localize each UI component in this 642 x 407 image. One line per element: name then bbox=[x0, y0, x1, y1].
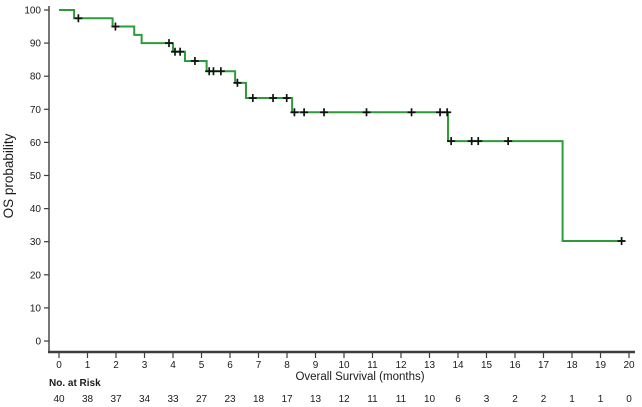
y-tick-label: 40 bbox=[30, 204, 42, 215]
y-tick-label: 70 bbox=[30, 105, 42, 116]
x-tick-label: 16 bbox=[509, 360, 521, 371]
censor-mark bbox=[320, 108, 329, 117]
censor-mark bbox=[290, 108, 299, 117]
y-tick-label: 30 bbox=[30, 237, 42, 248]
x-tick-label: 7 bbox=[256, 360, 262, 371]
y-tick-label: 90 bbox=[30, 39, 42, 50]
x-tick-label: 11 bbox=[367, 360, 378, 371]
x-axis-title: Overall Survival (months) bbox=[295, 371, 424, 383]
axes bbox=[48, 6, 635, 354]
censor-mark bbox=[443, 108, 452, 117]
censor-mark bbox=[111, 22, 120, 31]
risk-count: 38 bbox=[82, 394, 94, 405]
censor-mark bbox=[362, 108, 371, 117]
x-tick-label: 20 bbox=[623, 360, 635, 371]
censor-mark bbox=[209, 67, 218, 76]
x-tick-label: 19 bbox=[595, 360, 607, 371]
y-tick-label: 80 bbox=[30, 72, 42, 83]
x-tick-label: 18 bbox=[566, 360, 578, 371]
x-tick-label: 13 bbox=[424, 360, 436, 371]
censor-mark bbox=[74, 14, 83, 23]
x-tick-label: 17 bbox=[538, 360, 550, 371]
censor-mark bbox=[474, 137, 483, 146]
censor-marks-layer bbox=[74, 14, 626, 246]
x-tick-label: 15 bbox=[481, 360, 493, 371]
risk-count: 2 bbox=[512, 394, 518, 405]
censor-mark bbox=[269, 94, 278, 103]
risk-count: 1 bbox=[569, 394, 575, 405]
x-tick-label: 0 bbox=[56, 360, 62, 371]
survival-curve bbox=[59, 9, 625, 243]
risk-table-row: 40 38 37 34 33 27 23 18 17 13 12 11 11 10 6 3 2 2 1 1 0 bbox=[53, 394, 632, 405]
risk-count: 12 bbox=[338, 394, 350, 405]
risk-count: 3 bbox=[484, 394, 490, 405]
x-tick-label: 1 bbox=[85, 360, 91, 371]
risk-count: 17 bbox=[281, 394, 293, 405]
censor-mark bbox=[447, 137, 456, 146]
risk-count: 10 bbox=[424, 394, 436, 405]
censor-mark bbox=[165, 39, 174, 48]
risk-count: 0 bbox=[626, 394, 632, 405]
risk-count: 1 bbox=[598, 394, 604, 405]
censor-mark bbox=[617, 237, 626, 246]
risk-count: 34 bbox=[139, 394, 151, 405]
x-tick-label: 4 bbox=[170, 360, 176, 371]
censor-mark bbox=[504, 137, 513, 146]
risk-count: 6 bbox=[455, 394, 461, 405]
x-tick-label: 8 bbox=[284, 360, 290, 371]
y-tick-label: 10 bbox=[30, 303, 42, 314]
y-tick-label: 100 bbox=[24, 6, 41, 17]
risk-table-label: No. at Risk bbox=[49, 378, 101, 389]
risk-count: 33 bbox=[167, 394, 179, 405]
censor-mark bbox=[436, 108, 445, 117]
risk-count: 13 bbox=[310, 394, 322, 405]
x-tick-label: 6 bbox=[227, 360, 233, 371]
survival-curve-layer bbox=[59, 9, 625, 243]
risk-count: 18 bbox=[253, 394, 265, 405]
y-tick-label: 0 bbox=[35, 337, 41, 348]
risk-count: 2 bbox=[541, 394, 547, 405]
y-axis-title: OS probability bbox=[1, 133, 16, 218]
x-tick-label: 5 bbox=[199, 360, 205, 371]
x-tick-label: 9 bbox=[313, 360, 319, 371]
axis-titles: OS probability Overall Survival (months)… bbox=[1, 133, 425, 389]
x-tick-label: 10 bbox=[338, 360, 350, 371]
censor-mark bbox=[233, 78, 242, 87]
risk-count: 40 bbox=[53, 394, 65, 405]
risk-count: 23 bbox=[224, 394, 236, 405]
risk-count: 11 bbox=[396, 394, 407, 405]
censor-mark bbox=[248, 94, 257, 103]
censor-mark bbox=[176, 47, 185, 56]
censor-mark bbox=[282, 94, 291, 103]
y-tick-label: 60 bbox=[30, 138, 42, 149]
x-tick-label: 3 bbox=[142, 360, 148, 371]
censor-mark bbox=[216, 67, 225, 76]
risk-count: 27 bbox=[196, 394, 208, 405]
x-tick-label: 2 bbox=[113, 360, 119, 371]
y-tick-label: 50 bbox=[30, 171, 42, 182]
x-tick-label: 12 bbox=[395, 360, 407, 371]
y-tick-label: 20 bbox=[30, 270, 42, 281]
risk-count: 37 bbox=[110, 394, 122, 405]
censor-mark bbox=[300, 108, 309, 117]
x-tick-label: 14 bbox=[452, 360, 464, 371]
risk-count: 11 bbox=[367, 394, 378, 405]
censor-mark bbox=[190, 56, 199, 65]
censor-mark bbox=[407, 108, 416, 117]
